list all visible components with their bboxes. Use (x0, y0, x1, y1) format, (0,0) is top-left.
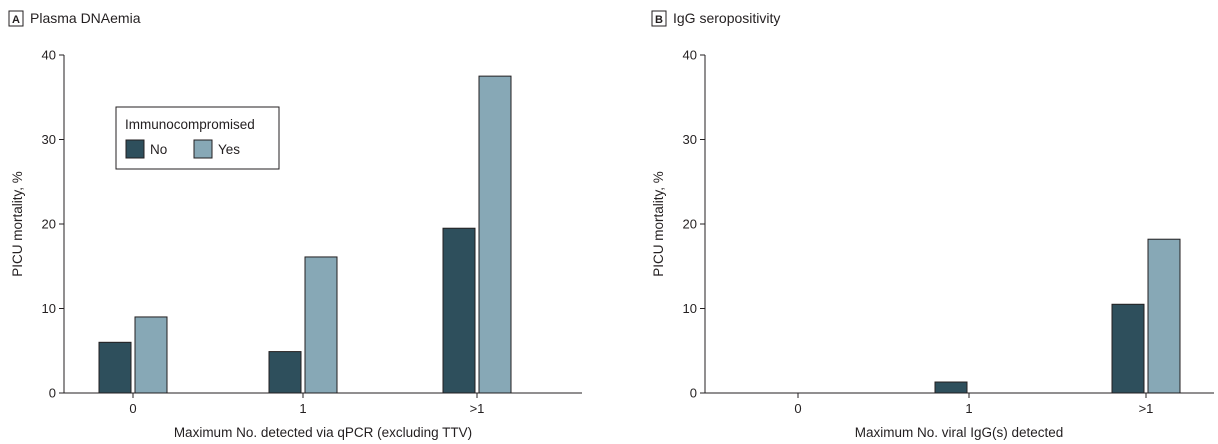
panel-a-y-ticks: 0 10 20 30 40 (42, 48, 64, 401)
panel-a-letter: A (12, 14, 20, 26)
panel-a-title: Plasma DNAemia (30, 10, 141, 26)
panel-b-title: IgG seropositivity (673, 10, 780, 26)
y-tick-label: 30 (42, 132, 56, 147)
x-tick-label: >1 (470, 401, 485, 416)
bar-no (98, 341, 132, 394)
y-tick-label: 20 (683, 217, 697, 232)
x-tick-label: 0 (129, 401, 136, 416)
y-tick-label: 40 (42, 48, 56, 63)
bar-yes (478, 75, 512, 394)
bar-yes (1147, 238, 1181, 394)
y-tick-label: 20 (42, 217, 56, 232)
panel-a: A Plasma DNAemia 0 10 20 30 40 0 1 >1 PICU mor… (8, 10, 582, 440)
panel-b: B IgG seropositivity 0 10 20 30 40 0 1 >1 PICU… (651, 10, 1214, 440)
y-tick-label: 0 (690, 386, 697, 401)
y-tick-label: 10 (683, 301, 697, 316)
y-tick-label: 40 (683, 48, 697, 63)
panel-a-y-axis-label: PICU mortality, % (10, 171, 25, 277)
panel-b-letter-box (651, 10, 667, 27)
panel-a-letter-box (8, 10, 24, 27)
legend: Immunocompromised No Yes (115, 106, 280, 170)
legend-box (115, 106, 280, 170)
panel-b-y-axis-label: PICU mortality, % (651, 171, 666, 277)
panel-a-x-axis-label: Maximum No. detected via qPCR (excluding… (174, 425, 472, 440)
y-tick-label: 30 (683, 132, 697, 147)
x-tick-label: 0 (794, 401, 801, 416)
bar-yes (304, 256, 338, 394)
x-tick-label: 1 (965, 401, 972, 416)
legend-swatch-no (125, 139, 145, 159)
panel-b-x-ticks: 0 1 >1 (794, 393, 1153, 416)
panel-b-letter: B (655, 14, 663, 26)
y-tick-label: 10 (42, 301, 56, 316)
bar-yes (134, 316, 168, 394)
panel-a-bars (98, 75, 512, 394)
y-tick-label: 0 (49, 386, 56, 401)
bar-no (442, 227, 476, 394)
x-tick-label: 1 (299, 401, 306, 416)
bar-no (1111, 303, 1145, 394)
legend-label-yes: Yes (218, 142, 240, 157)
x-tick-label: >1 (1139, 401, 1154, 416)
bar-no (934, 381, 968, 394)
legend-title: Immunocompromised (125, 117, 255, 132)
panel-b-bars (934, 238, 1181, 394)
panel-b-y-ticks: 0 10 20 30 40 (683, 48, 705, 401)
panel-a-x-ticks: 0 1 >1 (129, 393, 484, 416)
legend-label-no: No (150, 142, 167, 157)
legend-swatch-yes (193, 139, 213, 159)
bar-no (268, 351, 302, 394)
panel-b-x-axis-label: Maximum No. viral IgG(s) detected (855, 425, 1064, 440)
